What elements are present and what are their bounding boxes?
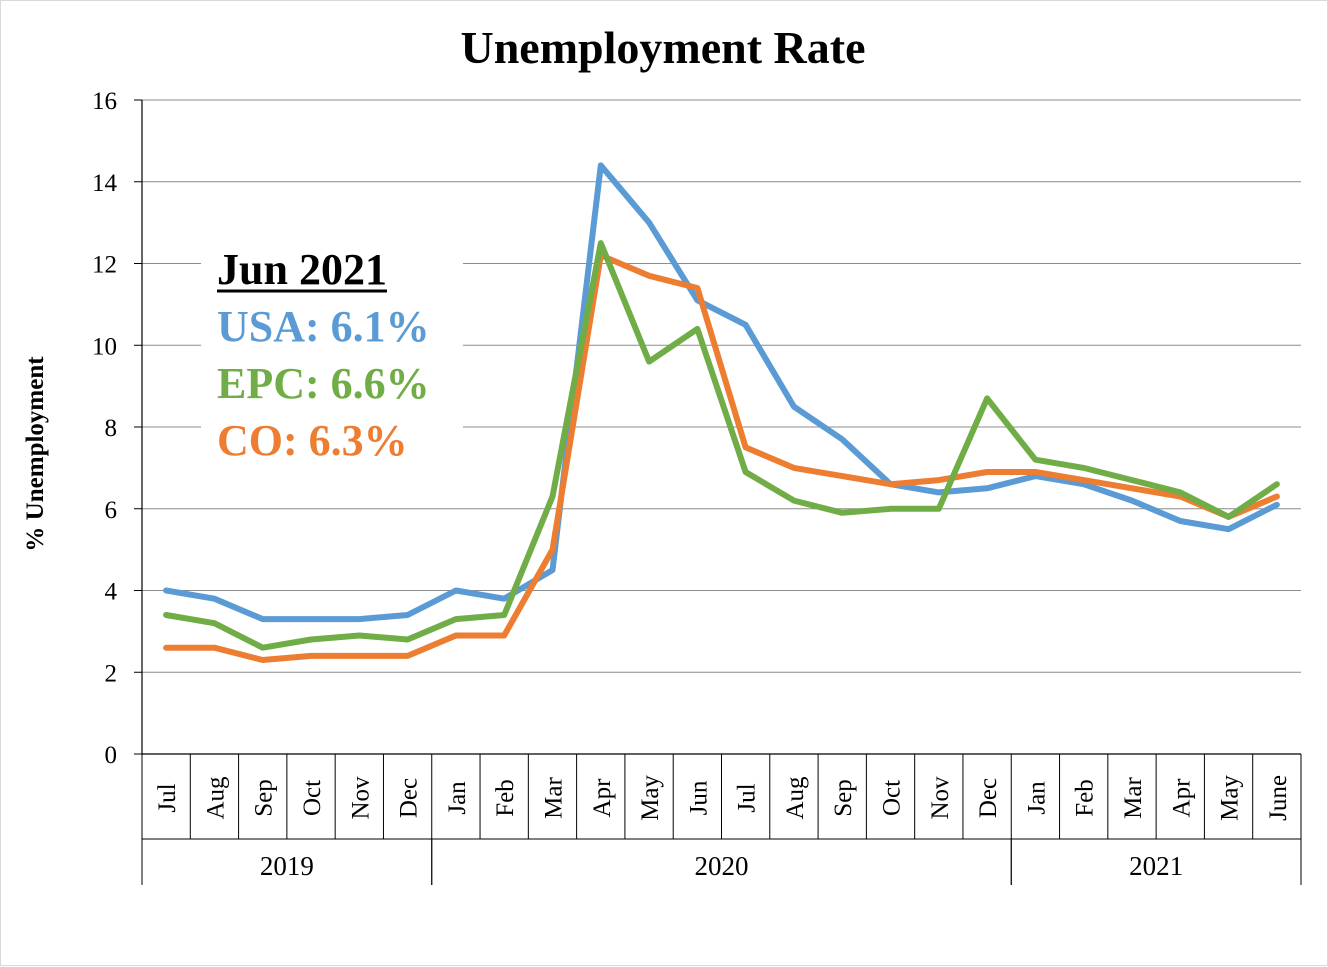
x-tick-label: Sep	[251, 779, 278, 817]
y-tick-label: 16	[92, 88, 117, 115]
series-lines	[163, 162, 1280, 663]
x-tick-label: Jul	[734, 783, 761, 812]
x-tick-label: Feb	[1072, 779, 1099, 817]
series-line-epc	[163, 240, 1280, 651]
y-tick-label: 6	[105, 497, 118, 524]
annotation-line: USA: 6.1%	[217, 302, 430, 351]
x-tick-label: Jun	[685, 780, 712, 815]
axes: 0 2 4 6 8 10 12 14 16 Jul Aug Sep Oct Nov Dec Jan Feb Mar…	[92, 88, 1302, 885]
series-line-usa	[163, 162, 1280, 623]
x-tick-label: Mar	[540, 777, 567, 819]
annotation-line: CO: 6.3%	[217, 416, 408, 465]
x-tick-label: Jan	[444, 781, 471, 815]
year-group-label: 2019	[260, 851, 314, 881]
annotation-heading: Jun 2021	[217, 245, 387, 294]
x-tick-label: Aug	[782, 776, 809, 820]
x-tick-label: Feb	[492, 779, 519, 817]
x-tick-label: Mar	[1120, 777, 1147, 819]
y-tick-label: 0	[105, 742, 118, 769]
x-tick-label: June	[1265, 775, 1292, 821]
y-tick-label: 12	[92, 252, 117, 279]
x-tick-label: Oct	[299, 780, 326, 816]
x-tick-label: Apr	[1168, 778, 1195, 818]
x-tick-label: Dec	[396, 778, 423, 818]
x-tick-label: Jan	[1023, 781, 1050, 815]
x-tick-label: May	[1217, 775, 1244, 821]
series-line-co	[163, 252, 1280, 663]
annotation-box: Jun 2021 USA: 6.1% EPC: 6.6% CO: 6.3%	[201, 241, 463, 469]
chart-title: Unemployment Rate	[461, 22, 866, 73]
annotation-background	[201, 241, 463, 469]
x-tick-label: Sep	[830, 779, 857, 817]
year-group-label: 2020	[695, 851, 749, 881]
x-tick-label: Nov	[347, 776, 374, 820]
x-tick-label: May	[637, 775, 664, 821]
x-tick-label: Nov	[927, 776, 954, 820]
x-tick-label: Apr	[589, 778, 616, 818]
x-tick-label: Jul	[154, 783, 181, 812]
y-tick-label: 14	[92, 170, 118, 197]
x-tick-label: Aug	[202, 776, 229, 820]
y-tick-label: 2	[105, 660, 118, 687]
y-tick-label: 10	[92, 333, 117, 360]
annotation-line: EPC: 6.6%	[217, 359, 430, 408]
x-tick-label: Oct	[879, 780, 906, 816]
year-group-label: 2021	[1129, 851, 1183, 881]
y-tick-label: 8	[105, 415, 118, 442]
x-tick-label: Dec	[975, 778, 1002, 818]
y-tick-label: 4	[105, 579, 118, 606]
y-axis-label: % Unemployment	[22, 356, 49, 552]
